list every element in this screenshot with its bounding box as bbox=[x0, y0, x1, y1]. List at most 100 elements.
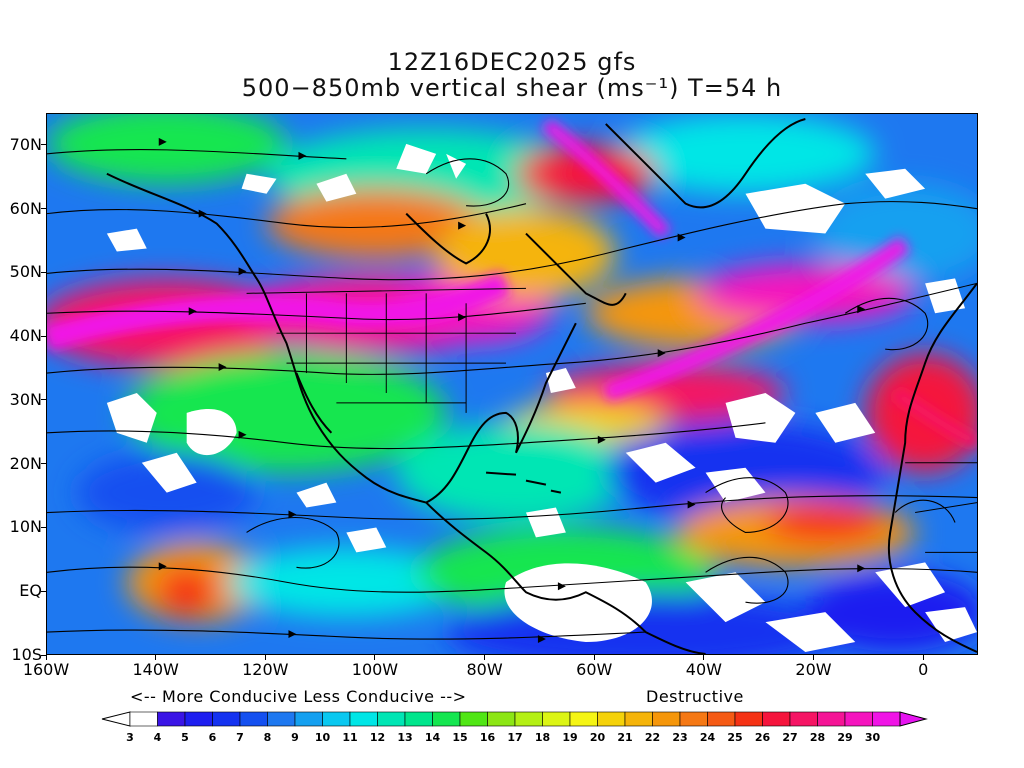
lat-label: 60N bbox=[9, 198, 42, 218]
colorbar-level-label: 6 bbox=[209, 731, 217, 744]
legend-caption-row: <-- More Conducive Less Conducive --> De… bbox=[0, 687, 1024, 707]
colorbar-level-label: 16 bbox=[480, 731, 496, 744]
colorbar-level-label: 27 bbox=[782, 731, 797, 744]
colorbar-level-label: 12 bbox=[370, 731, 385, 744]
colorbar-level-label: 14 bbox=[425, 731, 441, 744]
colorbar-swatch bbox=[459, 711, 488, 727]
lon-tick bbox=[922, 655, 924, 660]
colorbar-level-label: 21 bbox=[617, 731, 632, 744]
lon-tick bbox=[593, 655, 595, 660]
colorbar-swatch bbox=[377, 711, 406, 727]
lat-label: 40N bbox=[9, 326, 42, 346]
lat-tick bbox=[41, 208, 46, 210]
colorbar-level-label: 11 bbox=[342, 731, 357, 744]
colorbar-swatch bbox=[294, 711, 323, 727]
colorbar-swatch bbox=[707, 711, 736, 727]
colorbar-level-label: 4 bbox=[154, 731, 162, 744]
colorbar-swatch bbox=[239, 711, 268, 727]
colorbar-level-label: 24 bbox=[700, 731, 716, 744]
colorbar-swatch bbox=[817, 711, 846, 727]
lat-tick bbox=[41, 271, 46, 273]
lon-tick bbox=[155, 655, 157, 660]
lat-tick bbox=[41, 526, 46, 528]
colorbar-swatch bbox=[157, 711, 186, 727]
lat-tick bbox=[41, 335, 46, 337]
lon-tick bbox=[264, 655, 266, 660]
colorbar-swatch bbox=[404, 711, 433, 727]
title-line-1: 12Z16DEC2025 gfs bbox=[387, 48, 637, 76]
colorbar-level-label: 9 bbox=[291, 731, 299, 744]
colorbar-level-label: 18 bbox=[535, 731, 550, 744]
colorbar-swatch bbox=[844, 711, 873, 727]
lon-tick bbox=[484, 655, 486, 660]
lon-tick bbox=[703, 655, 705, 660]
colorbar-swatch bbox=[322, 711, 351, 727]
destructive-caption: Destructive bbox=[646, 687, 744, 706]
colorbar-swatch bbox=[542, 711, 571, 727]
colorbar-level-label: 25 bbox=[727, 731, 742, 744]
colorbar-level-label: 13 bbox=[397, 731, 412, 744]
colorbar-swatch bbox=[762, 711, 791, 727]
conducive-caption: <-- More Conducive Less Conducive --> bbox=[130, 687, 467, 706]
colorbar-over-triangle bbox=[899, 711, 928, 727]
colorbar-swatch bbox=[734, 711, 763, 727]
lon-label: 60W bbox=[576, 660, 613, 679]
lat-tick bbox=[41, 144, 46, 146]
lat-tick bbox=[41, 463, 46, 465]
streamline-arrows bbox=[158, 137, 866, 644]
lat-tick bbox=[41, 399, 46, 401]
lon-label: 40W bbox=[685, 660, 722, 679]
lat-label: 70N bbox=[9, 134, 42, 154]
weak-shear-patches bbox=[106, 143, 977, 653]
colorbar-level-label: 29 bbox=[837, 731, 852, 744]
colorbar-level-label: 3 bbox=[126, 731, 134, 744]
colorbar-level-label: 20 bbox=[590, 731, 606, 744]
colorbar-swatch bbox=[212, 711, 241, 727]
political-boundaries bbox=[246, 287, 977, 553]
lat-label: 50N bbox=[9, 262, 42, 282]
lon-tick bbox=[45, 655, 47, 660]
jet-cores bbox=[47, 118, 977, 450]
colorbar-swatch bbox=[267, 711, 296, 727]
colorbar-level-label: 23 bbox=[672, 731, 687, 744]
lon-tick bbox=[813, 655, 815, 660]
colorbar-swatch bbox=[349, 711, 378, 727]
lon-label: 160W bbox=[22, 660, 70, 679]
lon-label: 120W bbox=[242, 660, 289, 679]
shear-map-canvas bbox=[47, 114, 977, 654]
colorbar-swatch bbox=[652, 711, 681, 727]
lat-tick bbox=[41, 590, 46, 592]
colorbar-level-label: 10 bbox=[315, 731, 331, 744]
colorbar-swatch bbox=[514, 711, 543, 727]
lat-tick bbox=[41, 654, 46, 656]
colorbar-level-label: 17 bbox=[507, 731, 522, 744]
lon-label: 20W bbox=[795, 660, 832, 679]
colorbar-swatch bbox=[569, 711, 598, 727]
streamlines bbox=[47, 149, 977, 640]
colorbar-level-label: 7 bbox=[236, 731, 244, 744]
colorbar-level-label: 30 bbox=[865, 731, 881, 744]
colorbar-swatch bbox=[129, 711, 158, 727]
shear-map[interactable] bbox=[46, 113, 978, 655]
colorbar-level-label: 8 bbox=[264, 731, 272, 744]
coastlines bbox=[106, 118, 977, 654]
colorbar-level-label: 19 bbox=[562, 731, 577, 744]
colorbar-swatch bbox=[679, 711, 708, 727]
colorbar-level-label: 28 bbox=[810, 731, 825, 744]
lat-label: 10N bbox=[9, 517, 42, 537]
lat-label: 20N bbox=[9, 453, 42, 473]
colorbar-swatch bbox=[597, 711, 626, 727]
colorbar: 3 4 5 6 7 8 9 10 11 12 13 14 15 16 17 18 19 20 21 22 23 24 25 2… bbox=[101, 711, 928, 744]
lon-label: 140W bbox=[132, 660, 179, 679]
lat-label: 30N bbox=[9, 389, 42, 409]
lat-label: 10S bbox=[11, 645, 42, 664]
lon-tick bbox=[374, 655, 376, 660]
lat-label: EQ bbox=[19, 581, 42, 601]
colorbar-under-triangle bbox=[101, 711, 131, 727]
colorbar-swatch bbox=[789, 711, 818, 727]
colorbar-level-label: 22 bbox=[645, 731, 660, 744]
colorbar-swatch bbox=[184, 711, 213, 727]
colorbar-swatch bbox=[872, 711, 901, 727]
colorbar-swatch bbox=[624, 711, 653, 727]
lon-label: 80W bbox=[466, 660, 503, 679]
